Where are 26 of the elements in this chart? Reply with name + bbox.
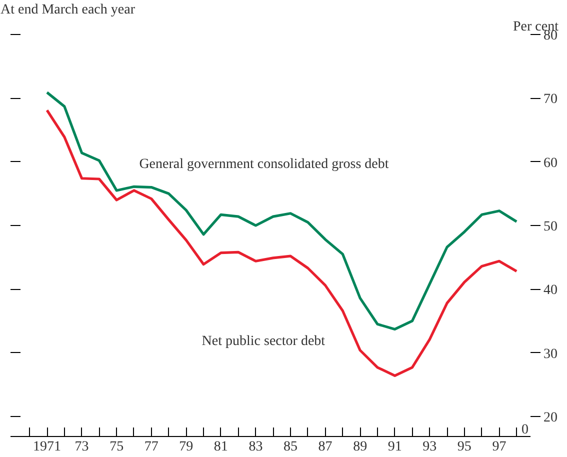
series-label: General government consolidated gross debt <box>139 156 389 172</box>
annotation: 0 <box>522 422 528 438</box>
x-tick-label: 77 <box>144 440 158 454</box>
x-tick-label: 81 <box>214 440 228 454</box>
x-tick-label: 73 <box>74 440 89 454</box>
line-series <box>46 91 518 331</box>
x-tick-label: 75 <box>110 440 124 454</box>
line-series <box>46 108 518 378</box>
x-tick-label: 97 <box>492 440 506 454</box>
x-tick-label: 89 <box>353 440 368 454</box>
y-tick-label: 20 <box>544 410 558 426</box>
x-tick-label: 95 <box>457 440 472 454</box>
chart-subtitle: At end March each year <box>0 2 136 18</box>
x-tick-label: 1971 <box>33 440 62 454</box>
x-tick-label: 87 <box>318 440 332 454</box>
series-label: Net public sector debt <box>202 334 326 349</box>
x-tick-label: 93 <box>422 440 437 454</box>
y-tick-label: 70 <box>544 92 558 108</box>
y-tick-label: 30 <box>544 346 558 362</box>
x-tick-label: 79 <box>179 440 194 454</box>
x-tick-label: 83 <box>248 440 263 454</box>
x-tick-label: 85 <box>284 440 298 454</box>
y-tick-label: 50 <box>544 219 558 234</box>
y-tick-label: 60 <box>544 156 558 171</box>
y-tick-label: 40 <box>544 283 558 298</box>
x-tick-label: 91 <box>388 440 402 454</box>
